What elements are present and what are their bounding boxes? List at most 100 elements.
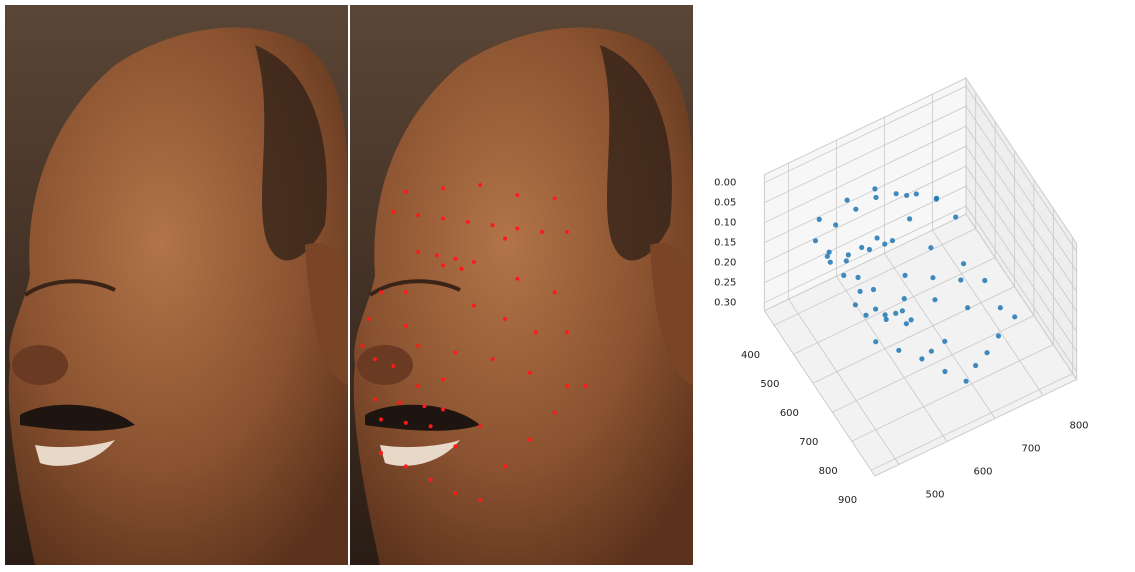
point: [929, 349, 934, 354]
landmark-dot: [360, 344, 364, 348]
landmark-dot: [540, 230, 544, 234]
y-tick-label: 600: [973, 467, 992, 478]
landmark-dot: [534, 330, 538, 334]
point: [919, 356, 924, 361]
x-tick-label: 600: [780, 408, 799, 419]
point: [884, 317, 889, 322]
landmark-dot: [503, 464, 507, 468]
z-tick-label: 0.25: [714, 278, 736, 289]
point: [942, 369, 947, 374]
point: [907, 216, 912, 221]
point: [964, 379, 969, 384]
point: [882, 241, 887, 246]
point: [902, 296, 907, 301]
landmark-dot: [404, 190, 408, 194]
landmark-dot: [373, 357, 377, 361]
landmark-dot: [565, 384, 569, 388]
landmark-dot: [472, 260, 476, 264]
landmark-dot: [491, 357, 495, 361]
point: [982, 278, 987, 283]
landmark-dot: [478, 424, 482, 428]
point: [928, 245, 933, 250]
point: [902, 273, 907, 278]
point: [817, 217, 822, 222]
landmark-dot: [528, 438, 532, 442]
landmark-dot: [441, 263, 445, 267]
landmark-dot: [460, 267, 464, 271]
point: [825, 254, 830, 259]
point: [841, 273, 846, 278]
landmark-dot: [416, 384, 420, 388]
landmark-dot: [478, 183, 482, 187]
point: [893, 311, 898, 316]
point: [958, 277, 963, 282]
y-tick-label: 500: [925, 490, 944, 501]
point: [914, 191, 919, 196]
point: [904, 321, 909, 326]
z-tick-label: 0.00: [714, 178, 736, 189]
landmark-dot: [379, 290, 383, 294]
landmark-dot: [528, 371, 532, 375]
point: [858, 289, 863, 294]
point: [873, 306, 878, 311]
point: [853, 207, 858, 212]
point: [934, 197, 939, 202]
point: [873, 339, 878, 344]
x-tick-label: 700: [799, 437, 818, 448]
point: [900, 308, 905, 313]
point: [953, 214, 958, 219]
landmark-dot: [466, 220, 470, 224]
landmark-dot: [435, 253, 439, 257]
landmark-dot: [404, 324, 408, 328]
landmark-dot: [416, 213, 420, 217]
x-tick-label: 900: [838, 495, 857, 506]
point: [984, 350, 989, 355]
landmark-dot: [553, 196, 557, 200]
scatter-3d: 4005006007008009005006007008000.000.050.…: [714, 78, 1088, 506]
point: [904, 193, 909, 198]
point: [828, 260, 833, 265]
landmark-dot: [453, 351, 457, 355]
z-tick-label: 0.10: [714, 218, 736, 229]
landmark-dot: [453, 257, 457, 261]
point: [932, 297, 937, 302]
landmark-dot: [453, 444, 457, 448]
point: [853, 302, 858, 307]
landmark-dot: [441, 217, 445, 221]
point: [871, 287, 876, 292]
point: [890, 238, 895, 243]
landmark-dot: [515, 193, 519, 197]
landmark-dot: [453, 491, 457, 495]
point: [930, 275, 935, 280]
point: [883, 312, 888, 317]
y-tick-label: 700: [1021, 444, 1040, 455]
landmark-dot: [373, 397, 377, 401]
landmark-dot: [416, 344, 420, 348]
landmark-dot: [391, 364, 395, 368]
y-tick-label: 800: [1069, 421, 1088, 432]
point: [874, 235, 879, 240]
landmark-dot: [565, 330, 569, 334]
landmark-dot: [553, 411, 557, 415]
landmark-dot: [379, 418, 383, 422]
landmark-dot: [367, 317, 371, 321]
point: [844, 198, 849, 203]
point: [896, 348, 901, 353]
z-tick-label: 0.30: [714, 298, 736, 309]
landmark-dot: [515, 227, 519, 231]
z-tick-label: 0.15: [714, 238, 736, 249]
point: [859, 245, 864, 250]
landmark-dot: [404, 290, 408, 294]
point: [996, 333, 1001, 338]
landmark-dot: [429, 424, 433, 428]
landmark-dot: [416, 250, 420, 254]
point: [863, 313, 868, 318]
landmark-dot: [404, 421, 408, 425]
x-tick-label: 800: [819, 466, 838, 477]
point: [998, 305, 1003, 310]
landmark-dot: [441, 186, 445, 190]
point: [813, 238, 818, 243]
point: [872, 186, 877, 191]
point: [961, 261, 966, 266]
landmark-dot: [404, 464, 408, 468]
